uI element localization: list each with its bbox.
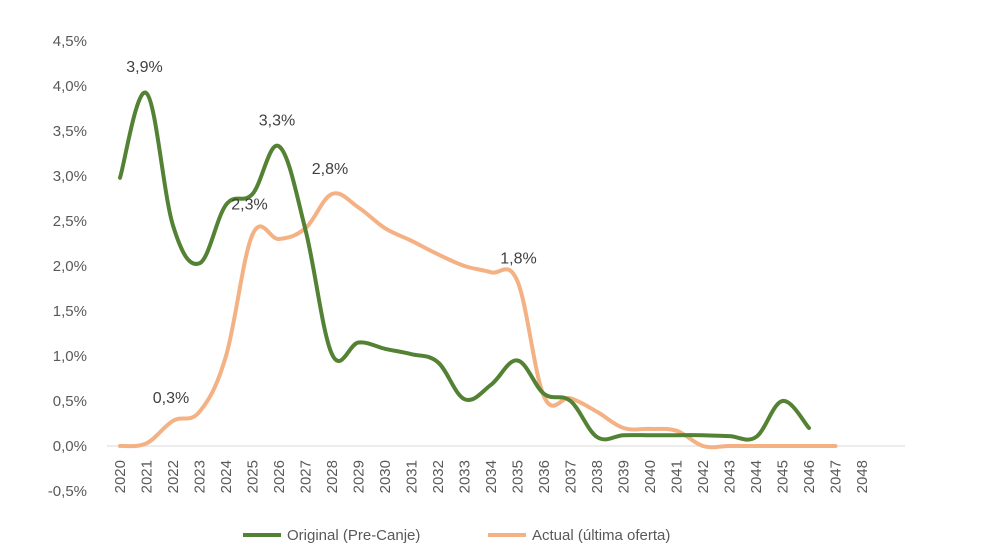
x-tick-label: 2046 xyxy=(801,460,818,493)
x-tick-label: 2041 xyxy=(669,460,686,493)
y-tick-label: 1,0% xyxy=(53,348,87,365)
x-tick-label: 2040 xyxy=(642,460,659,493)
data-label: 3,9% xyxy=(126,59,162,76)
x-tick-label: 2036 xyxy=(536,460,553,493)
data-label: 2,3% xyxy=(231,197,267,214)
data-label: 0,3% xyxy=(153,390,189,407)
y-axis-tick-labels: -0,5% 0,0% 0,5% 1,0% 1,5% 2,0% 2,5% 3,0% 3,5% 4,0… xyxy=(48,33,87,500)
x-tick-label: 2025 xyxy=(245,460,262,493)
x-tick-label: 2022 xyxy=(165,460,182,493)
x-tick-label: 2032 xyxy=(430,460,447,493)
y-tick-label: 2,0% xyxy=(53,258,87,275)
y-tick-label: -0,5% xyxy=(48,483,87,500)
x-tick-label: 2023 xyxy=(192,460,209,493)
x-tick-label: 2044 xyxy=(748,460,765,493)
x-tick-label: 2027 xyxy=(298,460,315,493)
y-tick-label: 4,5% xyxy=(53,33,87,50)
y-tick-label: 1,5% xyxy=(53,303,87,320)
series-line-original xyxy=(118,90,811,442)
x-tick-label: 2024 xyxy=(218,460,235,493)
y-tick-label: 4,0% xyxy=(53,78,87,95)
legend: Original (Pre-Canje) Actual (última ofert… xyxy=(243,527,670,544)
x-tick-label: 2029 xyxy=(351,460,368,493)
x-tick-label: 2021 xyxy=(139,460,156,493)
y-tick-label: 0,5% xyxy=(53,393,87,410)
legend-label: Actual (última oferta) xyxy=(532,527,670,544)
data-label: 3,3% xyxy=(259,112,295,129)
y-tick-label: 2,5% xyxy=(53,213,87,230)
x-tick-label: 2039 xyxy=(616,460,633,493)
legend-original: Original (Pre-Canje) xyxy=(243,527,420,544)
x-tick-label: 2028 xyxy=(324,460,341,493)
x-axis-tick-labels: 2020 2021 2022 2023 2024 2025 2026 2027 2028 2029… xyxy=(112,460,871,493)
y-tick-label: 0,0% xyxy=(53,438,87,455)
x-tick-label: 2033 xyxy=(457,460,474,493)
x-tick-label: 2020 xyxy=(112,460,129,493)
x-tick-label: 2031 xyxy=(404,460,421,493)
x-tick-label: 2038 xyxy=(589,460,606,493)
series-lines xyxy=(118,90,838,450)
x-tick-label: 2037 xyxy=(563,460,580,493)
x-tick-label: 2026 xyxy=(271,460,288,493)
y-tick-label: 3,0% xyxy=(53,168,87,185)
data-labels: 3,9% 3,3% 2,3% 2,8% 0,3% 1,8% xyxy=(126,59,536,407)
series-line-actual xyxy=(118,191,838,450)
x-tick-label: 2042 xyxy=(695,460,712,493)
x-tick-label: 2045 xyxy=(775,460,792,493)
x-tick-label: 2034 xyxy=(483,460,500,493)
x-tick-label: 2047 xyxy=(828,460,845,493)
data-label: 2,8% xyxy=(312,161,348,178)
data-label: 1,8% xyxy=(500,250,536,267)
x-tick-label: 2035 xyxy=(510,460,527,493)
legend-label: Original (Pre-Canje) xyxy=(287,527,420,544)
x-tick-label: 2048 xyxy=(854,460,871,493)
x-tick-label: 2043 xyxy=(722,460,739,493)
legend-actual: Actual (última oferta) xyxy=(488,527,670,544)
x-tick-label: 2030 xyxy=(377,460,394,493)
y-tick-label: 3,5% xyxy=(53,123,87,140)
